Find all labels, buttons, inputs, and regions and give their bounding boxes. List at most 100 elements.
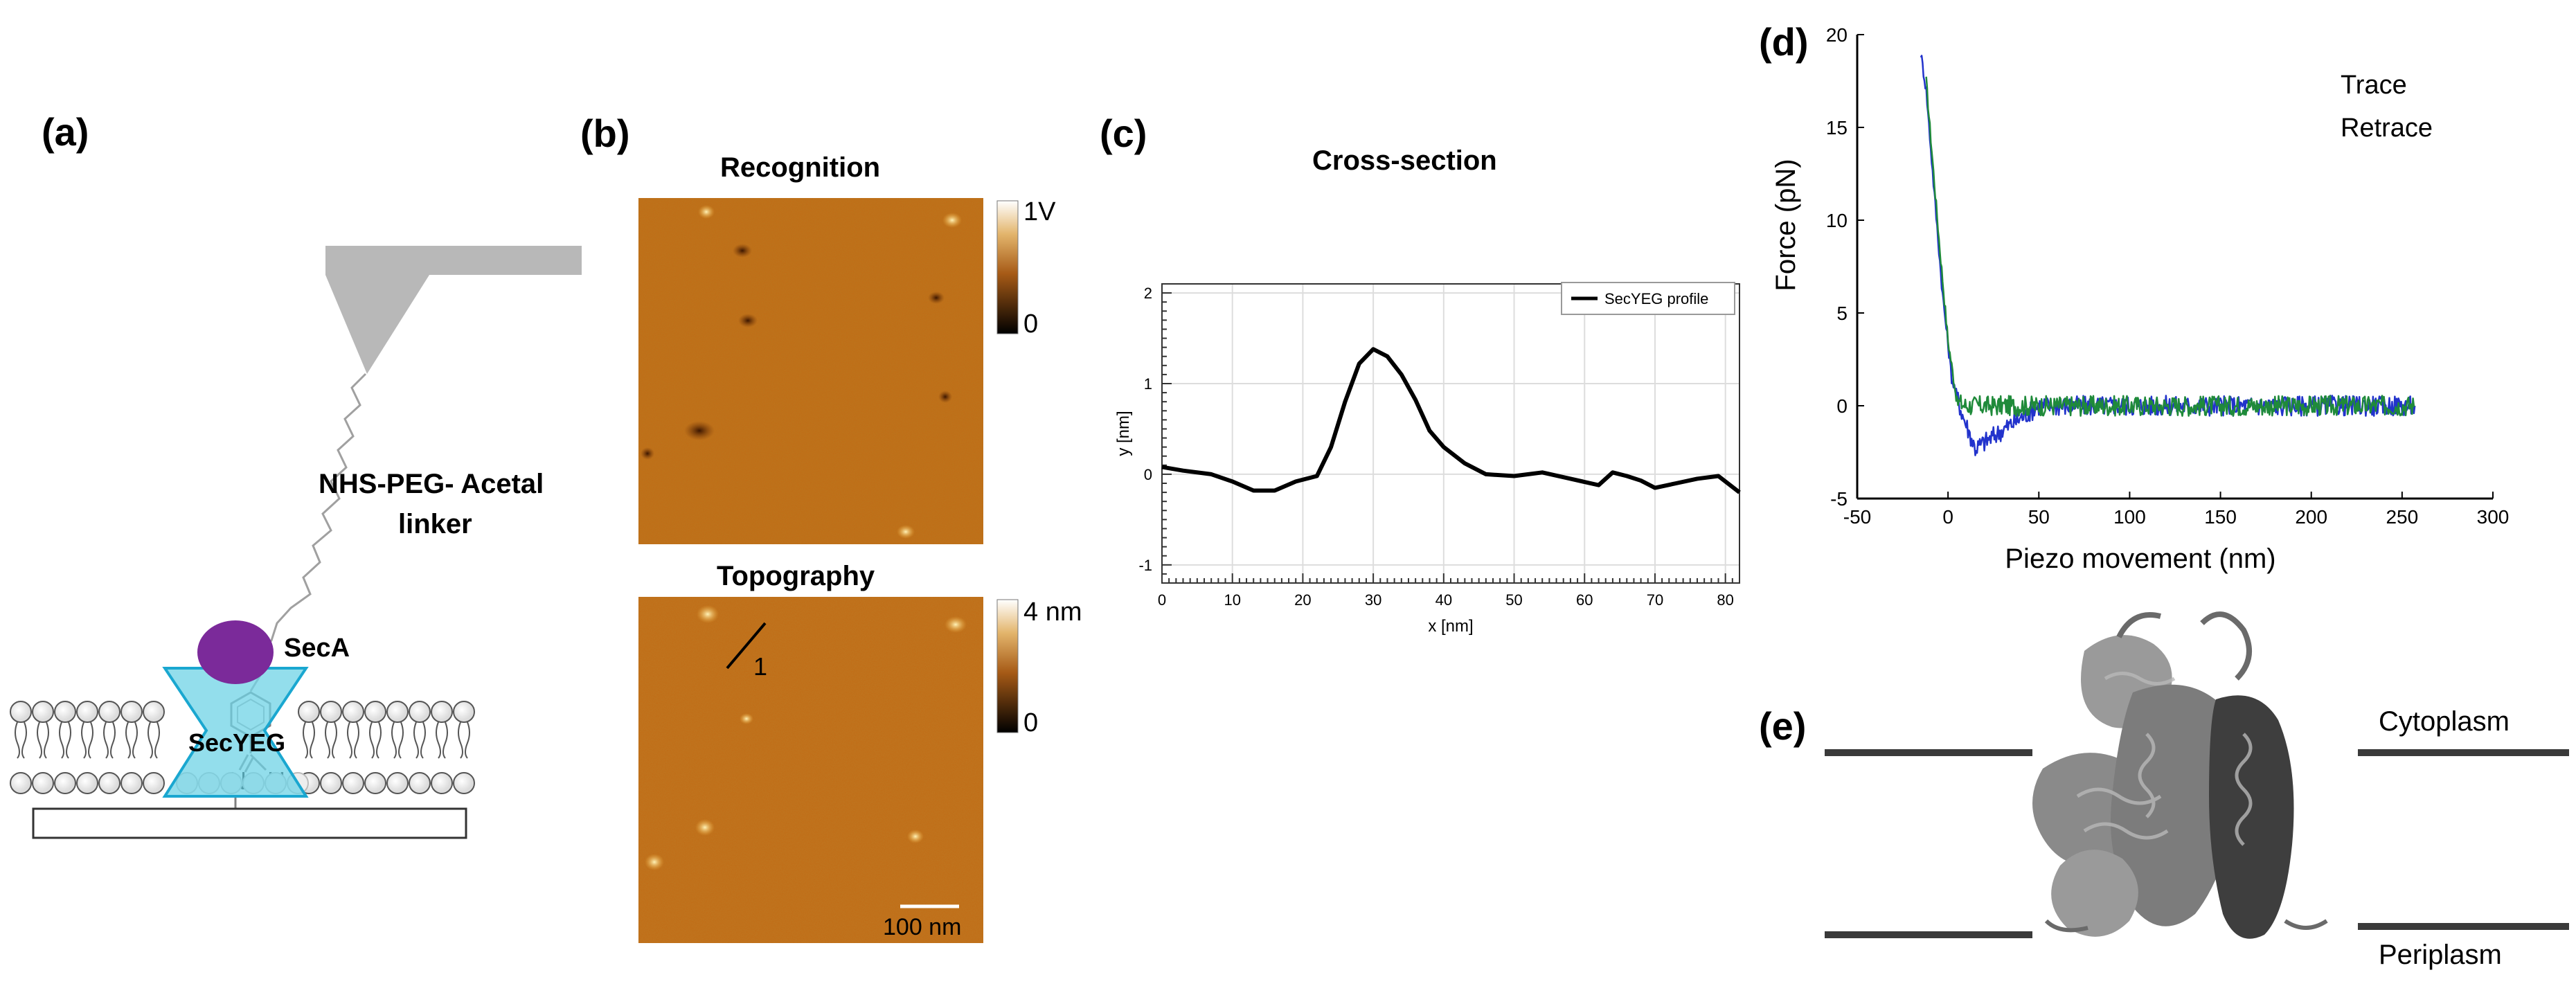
lipid-head-bottom xyxy=(364,772,386,794)
panel-d: (d) -50 0 50 100 150 200 250 300-505101520Piezo… xyxy=(1759,20,2509,574)
recognition-scale-max: 1V xyxy=(1023,197,1056,226)
x-axis-label: Piezo movement (nm) xyxy=(2005,544,2275,574)
panel-e: (e) Cytoplasm Periplasm xyxy=(1759,611,2569,970)
secyeg-structure xyxy=(2032,611,2328,939)
lipid-head-top xyxy=(54,701,76,723)
x-tick-label: 20 xyxy=(1294,591,1311,609)
cross-section-chart: 0 10 20 30 40 50 60 70 80 -1 0 1 2 x [nm] y [nm] SecYEG… xyxy=(1114,282,1741,636)
lipid-head-bottom xyxy=(98,772,120,794)
lipid-tail xyxy=(37,721,49,759)
seca-protein: SecA xyxy=(197,620,350,684)
series-line-trace xyxy=(1925,76,2415,417)
lipid-tail xyxy=(391,721,404,759)
profile-line xyxy=(726,622,767,670)
lipid-tail xyxy=(147,721,160,759)
peg-linker-chain xyxy=(249,373,367,692)
cantilever-tip xyxy=(325,275,429,374)
lipid-head-bottom xyxy=(10,772,32,794)
topography-title: Topography xyxy=(717,561,875,591)
panel-a-label: (a) xyxy=(42,110,89,154)
y-tick-label: 20 xyxy=(1826,24,1848,46)
seca-label: SecA xyxy=(284,634,350,663)
x-tick-label: 50 xyxy=(2028,506,2050,528)
y-tick-label: 2 xyxy=(1144,285,1152,302)
x-tick-label: 60 xyxy=(1576,591,1593,609)
y-axis-label: Force (pN) xyxy=(1771,159,1801,291)
y-tick-label: 5 xyxy=(1836,303,1848,324)
lipid-head-bottom xyxy=(143,772,165,794)
recognition-title: Recognition xyxy=(720,152,880,183)
series-line-retrace xyxy=(1920,55,2416,456)
x-tick-label: 30 xyxy=(1365,591,1381,609)
lipid-tail xyxy=(413,721,426,759)
lipid-head-bottom xyxy=(32,772,54,794)
lipid-head-bottom xyxy=(431,772,453,794)
x-tick-label: 80 xyxy=(1717,591,1733,609)
recognition-colorbar xyxy=(996,200,1019,334)
x-tick-label: 50 xyxy=(1505,591,1522,609)
lipid-head-top xyxy=(76,701,98,723)
lipid-tail xyxy=(59,721,71,759)
x-tick-label: 100 xyxy=(2113,506,2146,528)
panel-e-label: (e) xyxy=(1759,704,1806,748)
lipid-head-top xyxy=(320,701,342,723)
legend-label-retrace: Retrace xyxy=(2341,114,2433,143)
y-tick-label: -1 xyxy=(1138,557,1152,574)
lipid-tail xyxy=(325,721,337,759)
x-tick-label: 40 xyxy=(1435,591,1452,609)
y-tick-label: 0 xyxy=(1836,395,1848,417)
x-tick-label: 70 xyxy=(1647,591,1663,609)
lipid-head-top xyxy=(298,701,320,723)
y-tick-label: -5 xyxy=(1830,488,1848,510)
recognition-scale-min: 0 xyxy=(1023,310,1038,339)
lipid-head-top xyxy=(120,701,143,723)
x-tick-label: 0 xyxy=(1158,591,1166,609)
lipid-tail xyxy=(15,721,27,759)
topography-scale-max: 4 nm xyxy=(1023,598,1082,627)
y-axis-label: y [nm] xyxy=(1114,411,1133,456)
cantilever-arm xyxy=(325,246,582,275)
linker-label-line1: NHS-PEG- Acetal xyxy=(319,469,544,499)
y-tick-label: 1 xyxy=(1144,375,1152,393)
linker-label-line2: linker xyxy=(398,509,472,539)
lipid-head-top xyxy=(342,701,364,723)
lipid-tail xyxy=(436,721,448,759)
y-tick-label: 15 xyxy=(1826,117,1848,138)
recognition-map xyxy=(638,198,983,544)
cross-section-title: Cross-section xyxy=(1312,145,1497,176)
series-line-secyeg-profile xyxy=(1161,347,1741,494)
lipid-head-bottom xyxy=(76,772,98,794)
profile-marker: 1 xyxy=(753,652,767,681)
lipid-tail xyxy=(303,721,315,759)
lipid-head-top xyxy=(409,701,431,723)
panel-c-label: (c) xyxy=(1100,111,1147,155)
lipid-head-top xyxy=(143,701,165,723)
x-tick-label: 10 xyxy=(1224,591,1240,609)
y-tick-label: 10 xyxy=(1826,210,1848,231)
panel-b: (b) Recognition 1V 0 Topography xyxy=(580,111,1082,943)
lipid-head-top xyxy=(98,701,120,723)
legend-label: SecYEG profile xyxy=(1604,290,1708,307)
x-axis-label: x [nm] xyxy=(1428,617,1473,636)
lipid-head-top xyxy=(431,701,453,723)
lipid-head-bottom xyxy=(453,772,475,794)
lipid-head-bottom xyxy=(409,772,431,794)
scalebar-label: 100 nm xyxy=(883,914,961,940)
mica-support xyxy=(32,807,467,839)
x-tick-label: 300 xyxy=(2477,506,2510,528)
lipid-head-bottom xyxy=(120,772,143,794)
lipid-head-bottom xyxy=(54,772,76,794)
afm-cantilever xyxy=(325,246,582,374)
secyeg-channel: SecYEG xyxy=(162,667,309,798)
topography-map: 1 100 nm xyxy=(638,597,983,943)
x-tick-label: 0 xyxy=(1942,506,1953,528)
lipid-head-top xyxy=(364,701,386,723)
lipid-head-bottom xyxy=(320,772,342,794)
lipid-tail xyxy=(103,721,116,759)
lipid-head-bottom xyxy=(342,772,364,794)
lipid-tail xyxy=(458,721,470,759)
topography-colorbar xyxy=(996,599,1019,733)
lipid-tail xyxy=(369,721,382,759)
panel-a: (a) N H NHS-PEG- Acetal linker xyxy=(10,110,582,839)
